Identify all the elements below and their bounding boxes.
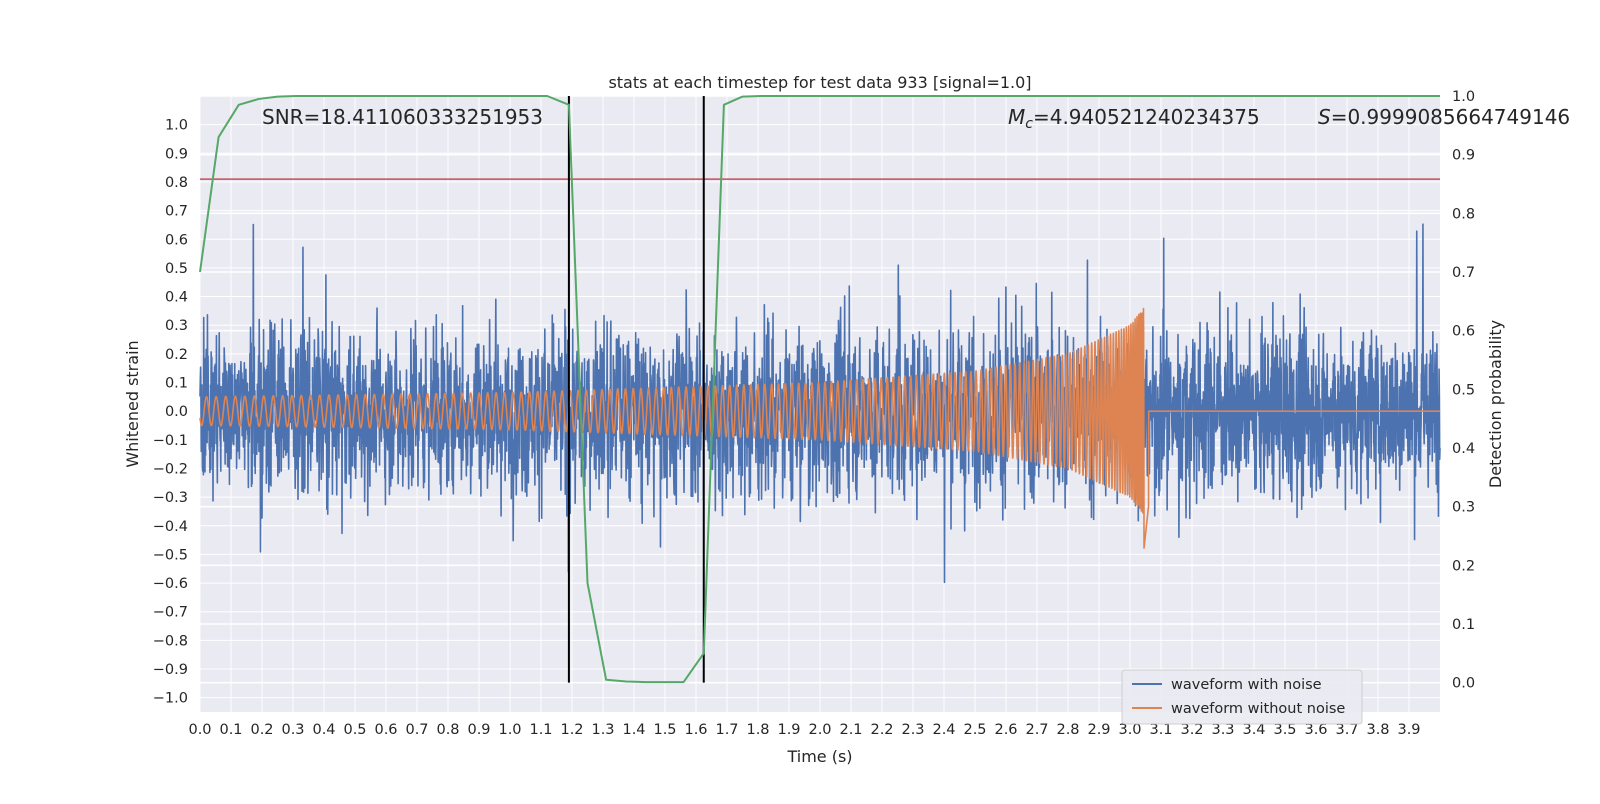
x-tick-label: 2.4 xyxy=(932,722,955,738)
x-tick-label: 1.7 xyxy=(715,722,738,738)
y-tick-label: 0.8 xyxy=(165,175,188,191)
x-tick-label: 0.2 xyxy=(250,722,273,738)
y2-axis-label: Detection probability xyxy=(1486,320,1505,488)
series-layer xyxy=(199,95,1441,684)
x-tick-label: 3.6 xyxy=(1304,722,1327,738)
y2-tick-label: 0.7 xyxy=(1452,265,1475,281)
x-tick-label: 1.8 xyxy=(746,722,769,738)
x-tick-label: 3.8 xyxy=(1366,722,1389,738)
y-tick-label: −0.3 xyxy=(153,490,188,506)
x-tick-label: 0.9 xyxy=(467,722,490,738)
x-tick-label: 3.7 xyxy=(1335,722,1358,738)
axes-layer: 0.0 0.1 0.2 0.3 0.4 0.5 0.6 0.7 0.8 0.9 1.0 1.1 1.2 1… xyxy=(153,89,1475,738)
x-tick-label: 0.6 xyxy=(374,722,397,738)
legend: waveform with noise waveform without noi… xyxy=(1121,669,1363,725)
x-tick-label: 0.4 xyxy=(312,722,335,738)
y2-tick-label: 0.9 xyxy=(1452,148,1475,164)
y-tick-label: 0.7 xyxy=(165,204,188,220)
snr-annotation: SNR=18.411060333251953 xyxy=(262,105,543,129)
x-tick-label: 2.2 xyxy=(870,722,893,738)
x-tick-label: 2.8 xyxy=(1056,722,1079,738)
x-tick-label: 0.3 xyxy=(281,722,304,738)
y-tick-label: −0.2 xyxy=(153,461,188,477)
x-tick-label: 2.5 xyxy=(963,722,986,738)
y2-tick-label: 0.8 xyxy=(1452,206,1475,222)
x-tick-label: 3.4 xyxy=(1242,722,1265,738)
score-annotation: S=0.9999085664749146 xyxy=(1318,105,1570,129)
y-tick-label: −0.1 xyxy=(153,433,188,449)
legend-label-noise: waveform with noise xyxy=(1171,677,1322,693)
chart-title: stats at each timestep for test data 933… xyxy=(608,73,1031,92)
y-tick-label: −0.4 xyxy=(153,519,188,535)
y-axis-label: Whitened strain xyxy=(123,340,142,467)
y-tick-label: 0.1 xyxy=(165,376,188,392)
x-tick-label: 1.1 xyxy=(529,722,552,738)
x-tick-label: 1.0 xyxy=(498,722,521,738)
chirp-mass-subscript: c xyxy=(1025,116,1033,132)
x-tick-label: 0.8 xyxy=(436,722,459,738)
x-tick-label: 0.1 xyxy=(219,722,242,738)
y-tick-label: −0.6 xyxy=(153,576,188,592)
y-tick-label: −0.9 xyxy=(153,662,188,678)
y2-tick-label: 1.0 xyxy=(1452,89,1475,105)
y2-tick-label: 0.3 xyxy=(1452,500,1475,516)
series-line-waveform-with-noise xyxy=(199,223,1441,584)
x-tick-label: 1.5 xyxy=(653,722,676,738)
x-tick-label: 1.4 xyxy=(622,722,645,738)
y2-tick-label: 0.0 xyxy=(1452,676,1475,692)
x-tick-label: 3.1 xyxy=(1149,722,1172,738)
legend-label-clean: waveform without noise xyxy=(1171,701,1345,717)
x-tick-label: 2.0 xyxy=(808,722,831,738)
y-tick-label: 1.0 xyxy=(165,118,188,134)
y-tick-label: −1.0 xyxy=(153,691,188,707)
y-tick-label: 0.9 xyxy=(165,146,188,162)
series-line-detection-probability xyxy=(199,95,1440,684)
x-tick-label: 2.3 xyxy=(901,722,924,738)
x-tick-label: 3.0 xyxy=(1118,722,1141,738)
chirp-mass-symbol: M xyxy=(1008,105,1025,129)
y-tick-label: 0.3 xyxy=(165,318,188,334)
x-tick-label: 2.9 xyxy=(1087,722,1110,738)
score-symbol: S xyxy=(1318,105,1331,129)
x-tick-label: 0.7 xyxy=(405,722,428,738)
chirp-mass-value: =4.940521240234375 xyxy=(1033,105,1260,129)
x-tick-label: 3.2 xyxy=(1180,722,1203,738)
x-tick-label: 2.1 xyxy=(839,722,862,738)
x-tick-label: 2.7 xyxy=(1025,722,1048,738)
x-tick-label: 3.3 xyxy=(1211,722,1234,738)
x-tick-label: 2.6 xyxy=(994,722,1017,738)
y-tick-label: 0.4 xyxy=(165,290,188,306)
x-tick-label: 1.9 xyxy=(777,722,800,738)
y2-tick-label: 0.2 xyxy=(1452,558,1475,574)
x-tick-label: 0.5 xyxy=(343,722,366,738)
y-tick-label: 0.0 xyxy=(165,404,188,420)
y-tick-label: 0.2 xyxy=(165,347,188,363)
x-tick-label: 3.5 xyxy=(1273,722,1296,738)
y-tick-label: −0.5 xyxy=(153,547,188,563)
x-tick-label: 1.3 xyxy=(591,722,614,738)
y-tick-label: 0.5 xyxy=(165,261,188,277)
legend-box xyxy=(1121,669,1363,725)
series-line-waveform-without-noise xyxy=(199,307,1441,549)
chirp-mass-annotation: Mc=4.940521240234375 xyxy=(1008,105,1260,132)
y2-tick-label: 0.4 xyxy=(1452,441,1475,457)
y2-tick-label: 0.6 xyxy=(1452,324,1475,340)
y-tick-label: −0.7 xyxy=(153,605,188,621)
x-tick-label: 1.2 xyxy=(560,722,583,738)
y-tick-label: −0.8 xyxy=(153,633,188,649)
x-axis-label: Time (s) xyxy=(786,747,852,766)
x-tick-label: 3.9 xyxy=(1397,722,1420,738)
y-tick-label: 0.6 xyxy=(165,232,188,248)
y2-tick-label: 0.5 xyxy=(1452,382,1475,398)
x-tick-label: 1.6 xyxy=(684,722,707,738)
x-tick-label: 0.0 xyxy=(188,722,211,738)
score-value: =0.9999085664749146 xyxy=(1331,105,1570,129)
y2-tick-label: 0.1 xyxy=(1452,617,1475,633)
